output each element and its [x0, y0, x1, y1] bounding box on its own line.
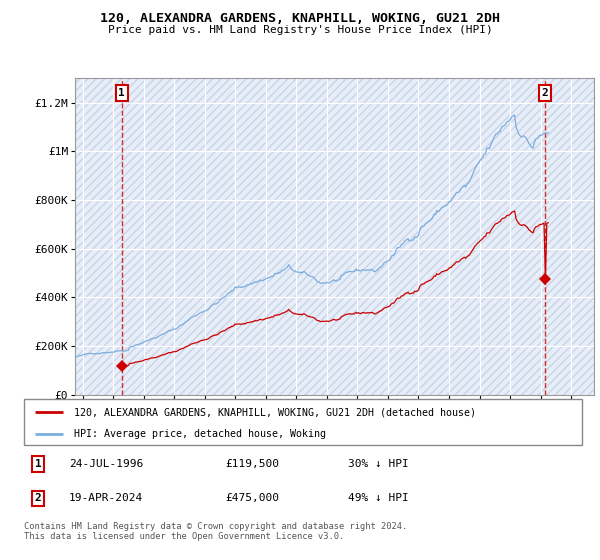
- Text: 1: 1: [35, 459, 41, 469]
- Text: 49% ↓ HPI: 49% ↓ HPI: [347, 493, 409, 503]
- Text: 24-JUL-1996: 24-JUL-1996: [68, 459, 143, 469]
- Text: Contains HM Land Registry data © Crown copyright and database right 2024.
This d: Contains HM Land Registry data © Crown c…: [24, 522, 407, 542]
- Text: 19-APR-2024: 19-APR-2024: [68, 493, 143, 503]
- Text: 1: 1: [118, 88, 125, 98]
- Text: Price paid vs. HM Land Registry's House Price Index (HPI): Price paid vs. HM Land Registry's House …: [107, 25, 493, 35]
- Text: 2: 2: [35, 493, 41, 503]
- FancyBboxPatch shape: [24, 399, 582, 445]
- Text: 30% ↓ HPI: 30% ↓ HPI: [347, 459, 409, 469]
- Text: 2: 2: [542, 88, 548, 98]
- Text: £119,500: £119,500: [225, 459, 279, 469]
- Text: £475,000: £475,000: [225, 493, 279, 503]
- Text: HPI: Average price, detached house, Woking: HPI: Average price, detached house, Woki…: [74, 429, 326, 438]
- Text: 120, ALEXANDRA GARDENS, KNAPHILL, WOKING, GU21 2DH (detached house): 120, ALEXANDRA GARDENS, KNAPHILL, WOKING…: [74, 407, 476, 417]
- Text: 120, ALEXANDRA GARDENS, KNAPHILL, WOKING, GU21 2DH: 120, ALEXANDRA GARDENS, KNAPHILL, WOKING…: [100, 12, 500, 25]
